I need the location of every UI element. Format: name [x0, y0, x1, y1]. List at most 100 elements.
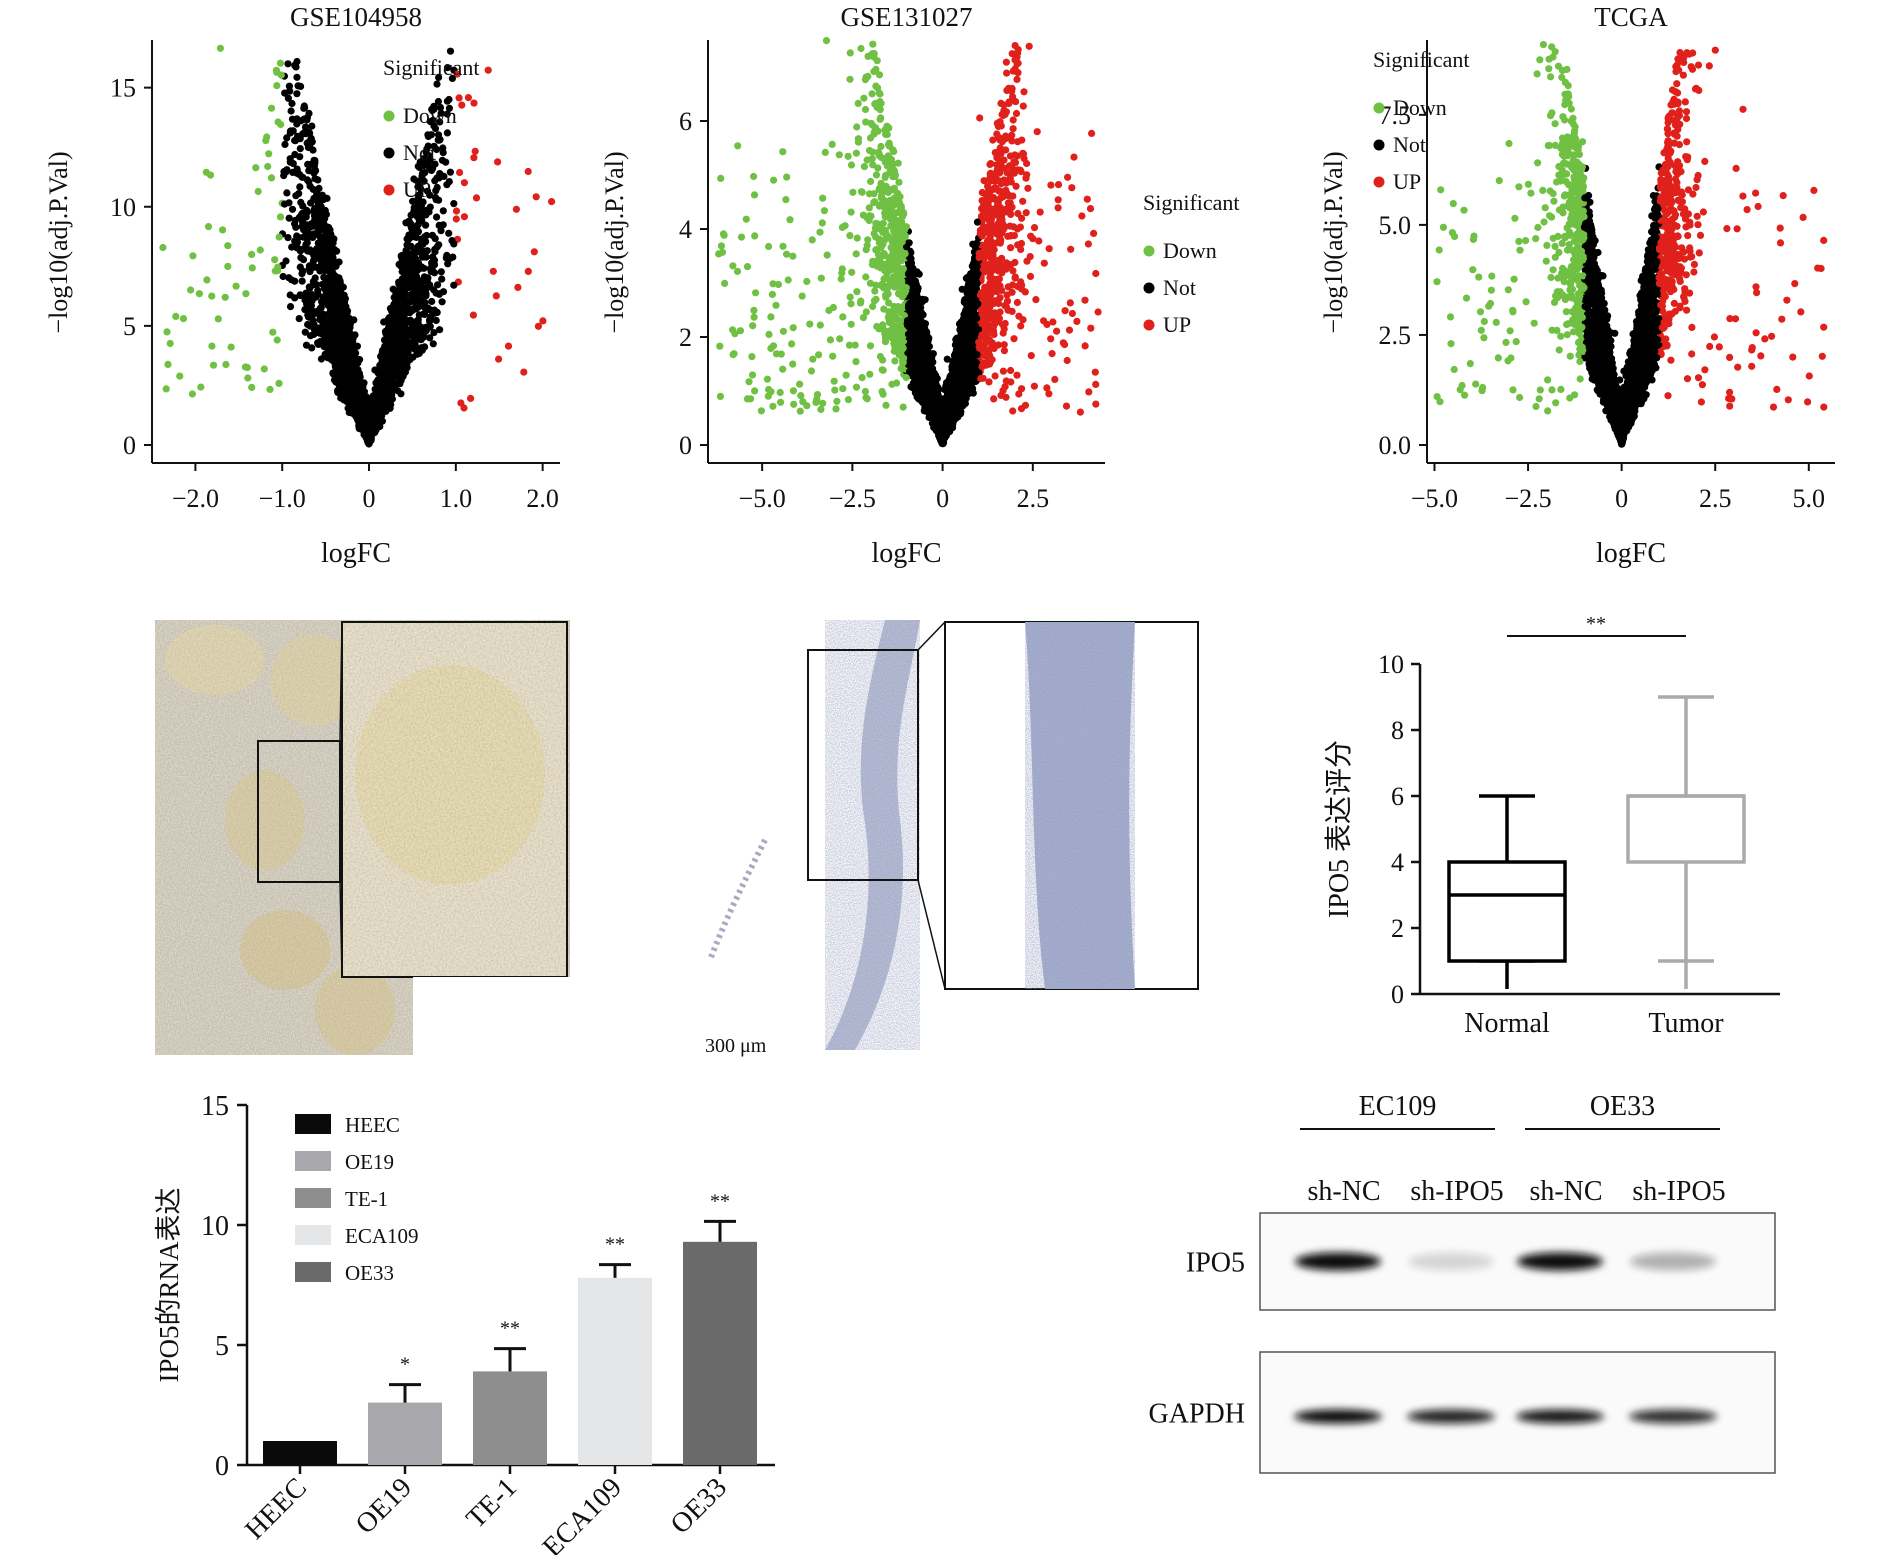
volcano-point [431, 193, 440, 202]
volcano-point [433, 80, 441, 88]
volcano-point [345, 380, 353, 388]
volcano-point [433, 213, 441, 221]
volcano-point [424, 158, 432, 166]
volcano-point [512, 205, 521, 213]
volcano-point [284, 94, 292, 102]
volcano-point [348, 386, 356, 394]
volcano-point [874, 164, 882, 172]
volcano-point [292, 192, 300, 200]
volcano-point [411, 345, 419, 353]
volcano-point [369, 413, 377, 421]
volcano-point [861, 105, 870, 114]
volcano-point [452, 215, 460, 223]
x-tick-label: 2.0 [526, 484, 559, 513]
volcano-point [877, 243, 885, 252]
volcano-point [1008, 137, 1016, 145]
volcano-point [404, 236, 412, 244]
volcano-point [464, 94, 472, 102]
volcano-point [443, 251, 451, 259]
volcano-point [846, 232, 854, 240]
volcano-point [358, 402, 366, 410]
volcano-point [1011, 56, 1019, 64]
volcano-point [326, 243, 334, 251]
volcano-point [458, 101, 466, 109]
x-tick-label: −1.0 [259, 484, 306, 513]
volcano-point [305, 283, 313, 291]
volcano-point [305, 128, 313, 136]
volcano-point [524, 267, 532, 275]
legend-marker [383, 110, 395, 122]
volcano-point [344, 344, 352, 352]
volcano-point [304, 228, 312, 236]
volcano-point [244, 374, 252, 382]
x-axis-label: logFC [871, 538, 941, 569]
volcano-point [981, 283, 989, 291]
volcano-point [530, 248, 538, 256]
volcano-point [864, 236, 872, 244]
volcano-point [294, 82, 302, 90]
volcano-point [387, 349, 396, 357]
legend-title: Significant [383, 55, 480, 80]
volcano-point [1017, 245, 1025, 254]
volcano-point [371, 366, 379, 374]
volcano-point [414, 200, 422, 208]
volcano-point [436, 136, 444, 144]
volcano-point [427, 131, 435, 139]
volcano-point [489, 267, 497, 275]
volcano-point [889, 146, 897, 154]
volcano-point [340, 291, 348, 299]
volcano-point [293, 132, 302, 140]
volcano-point [323, 262, 331, 270]
volcano-point [320, 325, 328, 334]
volcano-point [329, 318, 338, 326]
volcano-point [327, 306, 335, 314]
volcano-point [308, 122, 316, 130]
volcano-point [276, 59, 284, 67]
volcano-point [298, 222, 306, 230]
volcano-point [384, 327, 392, 335]
volcano-point [293, 165, 301, 173]
volcano-point [1012, 182, 1020, 190]
volcano-point [372, 406, 380, 414]
volcano-point [426, 203, 434, 211]
volcano-point [470, 99, 478, 107]
volcano-point [835, 151, 843, 159]
volcano-point [282, 168, 290, 176]
volcano-point [214, 315, 222, 323]
volcano-point [870, 229, 878, 238]
volcano-point [865, 146, 874, 155]
volcano-point [356, 391, 364, 400]
volcano-point [421, 290, 429, 298]
volcano-point [865, 204, 873, 212]
volcano-point [286, 303, 295, 311]
volcano-point [335, 354, 343, 362]
volcano-point [306, 160, 314, 169]
volcano-point [307, 134, 315, 142]
volcano-point [456, 168, 464, 177]
volcano-point [439, 288, 448, 296]
volcano-point [299, 256, 308, 264]
volcano-point [283, 189, 291, 197]
volcano-point [292, 223, 300, 231]
volcano-point [881, 252, 889, 260]
volcano-point [328, 356, 336, 364]
volcano-point [206, 171, 215, 179]
plot-title: GSE104958 [290, 2, 422, 32]
volcano-point [295, 315, 303, 323]
volcano-point [306, 322, 314, 330]
volcano-point [286, 155, 294, 163]
volcano-point [413, 299, 421, 307]
x-tick-label: 2.5 [1017, 484, 1049, 513]
volcano-point [248, 264, 256, 272]
volcano-point [297, 117, 305, 125]
volcano-point [428, 297, 436, 306]
volcano-point [322, 256, 330, 264]
volcano-point [172, 312, 180, 320]
volcano-point [853, 123, 861, 131]
volcano-point [408, 339, 416, 347]
volcano-point [1011, 158, 1020, 167]
volcano-point [397, 390, 405, 398]
volcano-point [875, 71, 884, 79]
volcano-point [303, 300, 311, 308]
